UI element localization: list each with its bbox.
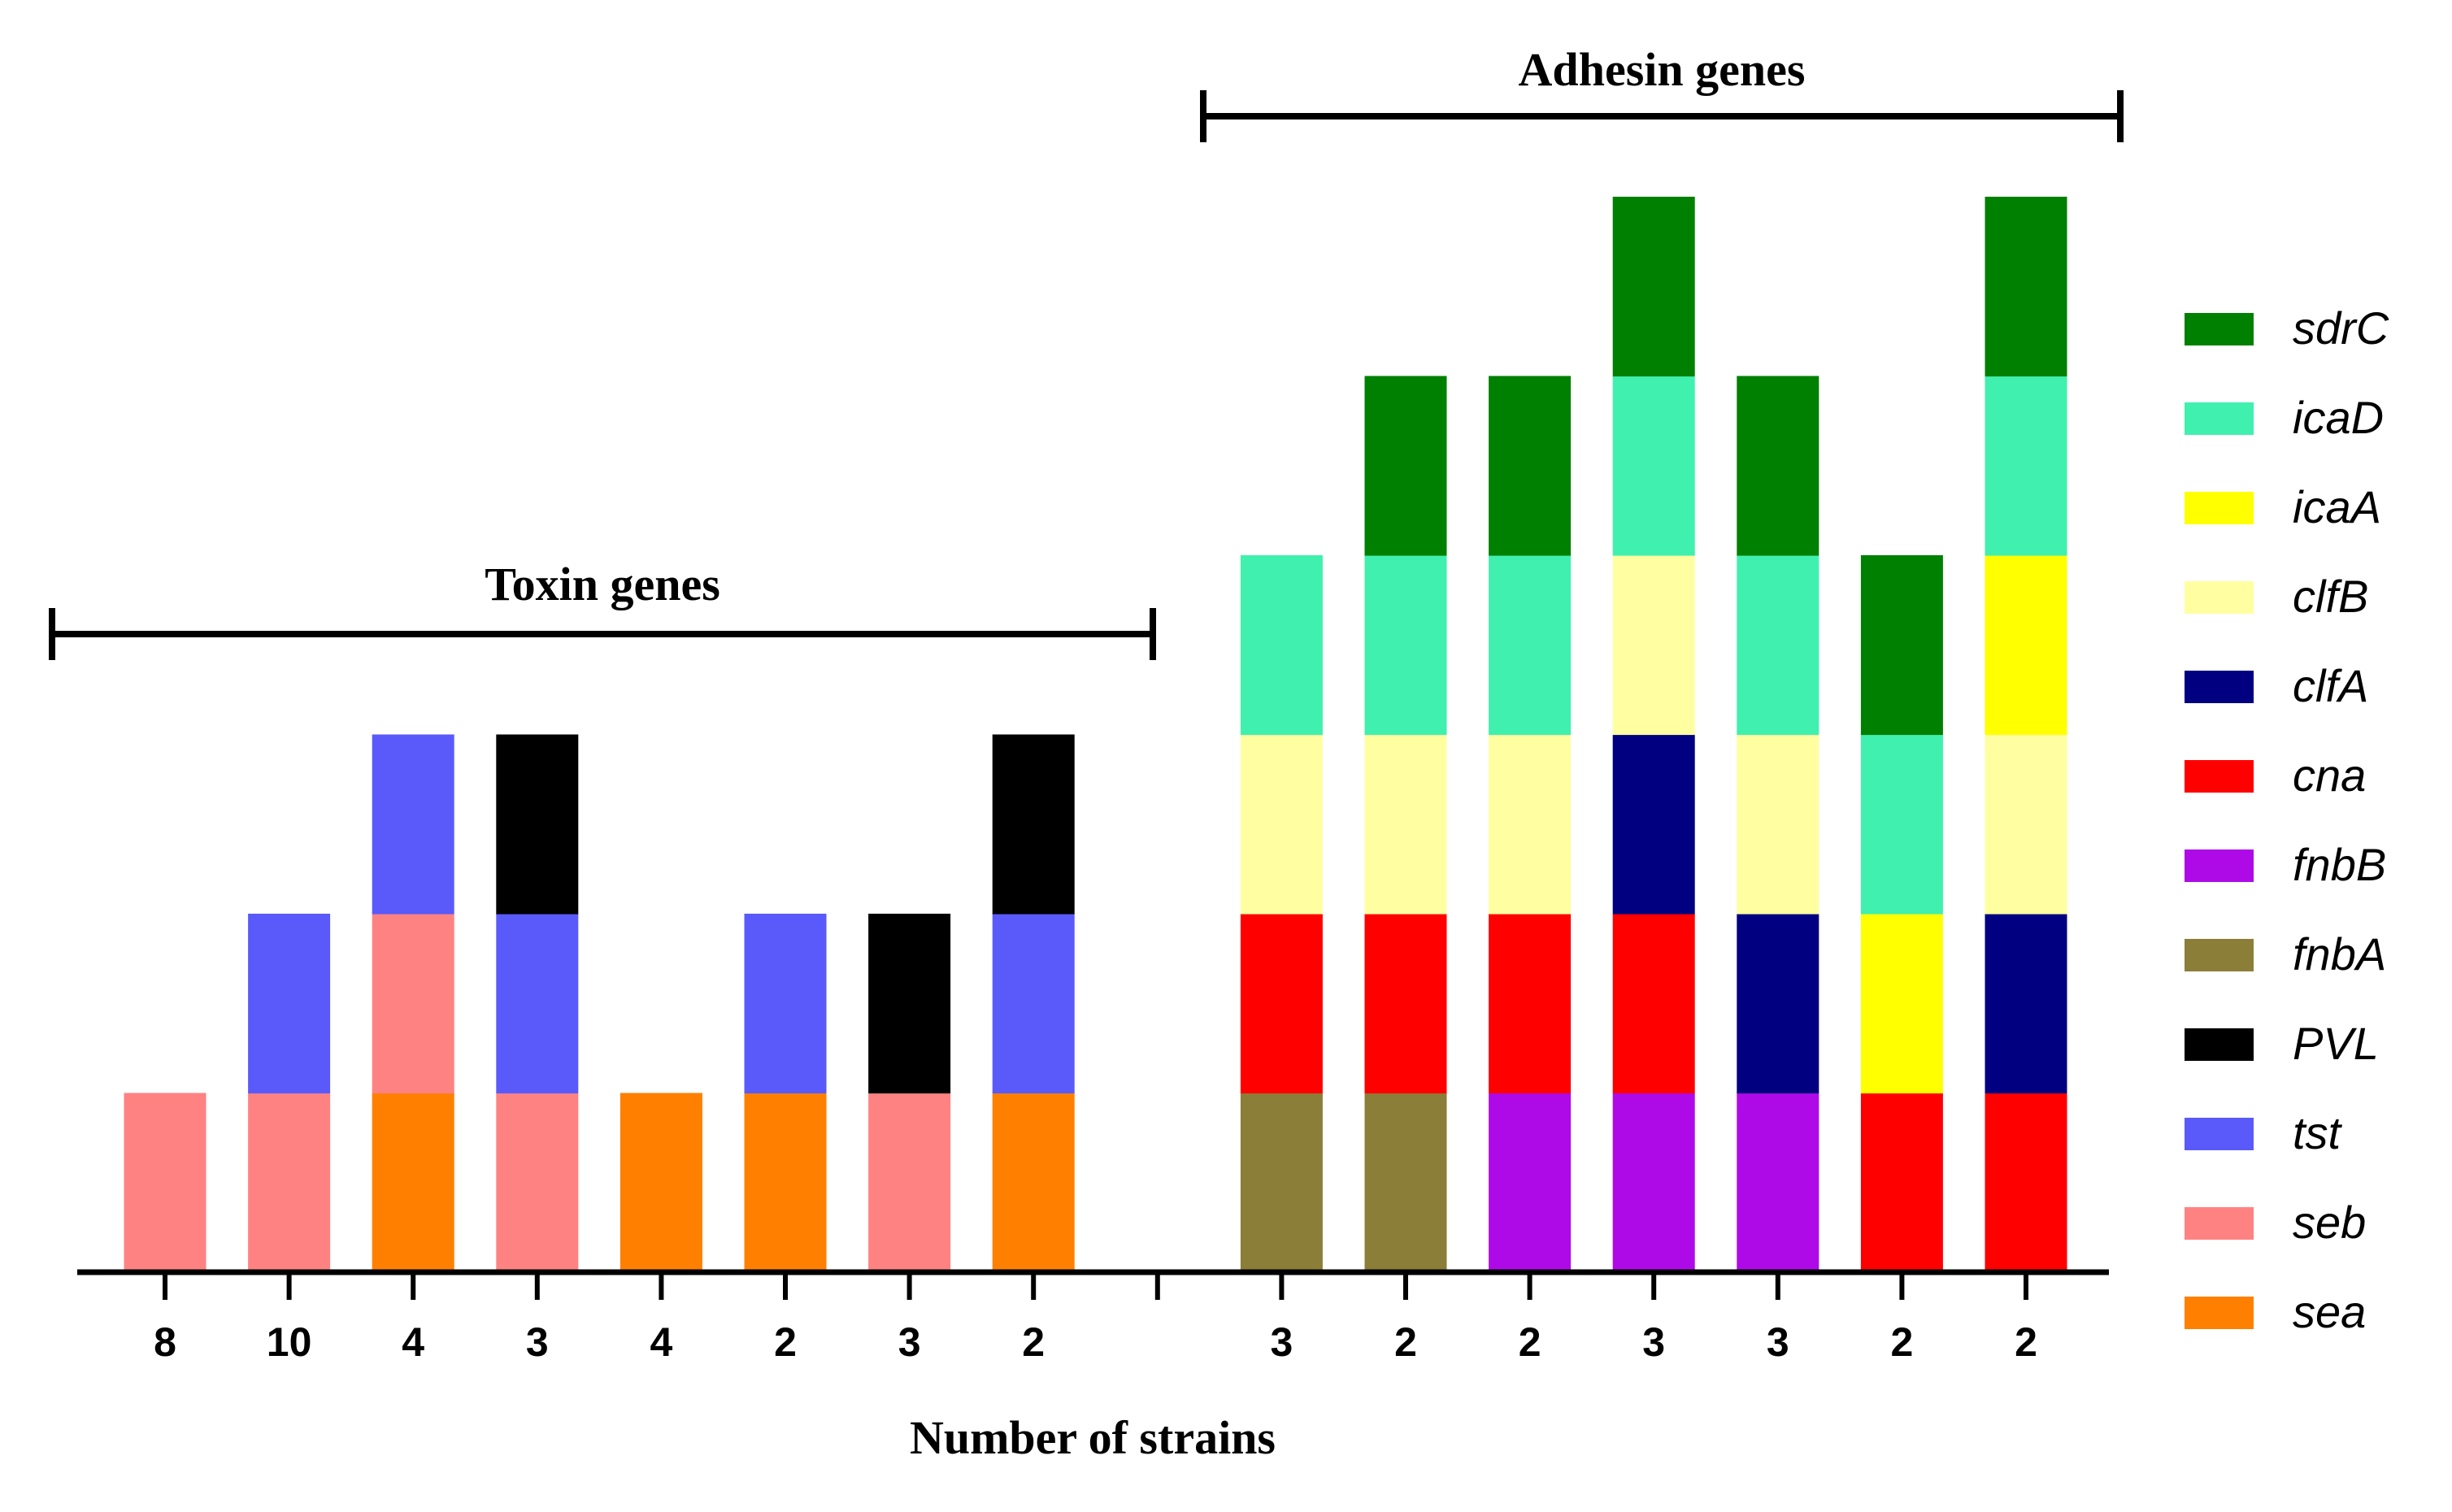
bar-segment-clfB	[1489, 734, 1572, 915]
x-tick-label: 4	[402, 1319, 424, 1365]
legend-swatch-sdrC	[2185, 313, 2254, 345]
legend-swatch-clfA	[2185, 671, 2254, 703]
legend-label-clfA: clfA	[2293, 660, 2368, 711]
group-label: Toxin genes	[485, 558, 720, 610]
bar-segment-sdrC	[1364, 376, 1447, 556]
bar-segment-PVL	[992, 734, 1075, 915]
legend-swatch-sea	[2185, 1297, 2254, 1329]
bar-segment-cna	[1860, 1093, 1943, 1273]
bar-segment-fnbB	[1612, 1093, 1695, 1273]
legend-label-clfB: clfB	[2293, 571, 2368, 622]
legend-swatch-icaA	[2185, 492, 2254, 524]
bar-segment-clfB	[1612, 555, 1695, 736]
legend-label-fnbA: fnbA	[2293, 928, 2386, 980]
bar-segment-tst	[372, 734, 454, 915]
legend-label-icaD: icaD	[2293, 392, 2384, 443]
bar-segment-icaD	[1737, 555, 1819, 736]
legend-swatch-fnbB	[2185, 849, 2254, 882]
bar-segment-clfB	[1364, 734, 1447, 915]
legend-label-cna: cna	[2293, 749, 2366, 801]
bar-segment-sea	[992, 1093, 1075, 1273]
bar-segment-seb	[124, 1093, 207, 1273]
bar-segment-sea	[372, 1093, 454, 1273]
legend-swatch-clfB	[2185, 581, 2254, 614]
bar-segment-clfB	[1240, 734, 1323, 915]
bar-segment-tst	[496, 914, 579, 1094]
x-tick-label: 8	[154, 1319, 176, 1365]
legend: sdrC icaD icaA clfB clfA cna fnbB fnbA PVL tst seb…	[2185, 302, 2389, 1337]
bar-segment-clfB	[1985, 734, 2067, 915]
bar-segment-seb	[496, 1093, 579, 1273]
legend-label-tst: tst	[2293, 1107, 2343, 1158]
x-tick-label: 3	[1767, 1319, 1789, 1365]
legend-label-seb: seb	[2293, 1197, 2366, 1248]
bar-segment-icaA	[1985, 555, 2067, 736]
x-tick-label: 2	[1394, 1319, 1417, 1365]
x-axis: 8 10 4 3 4 2 3 2 3 2 2 3 3 2 2	[77, 1269, 2109, 1365]
bar-segment-clfA	[1737, 914, 1819, 1094]
bar-segment-sea	[744, 1093, 827, 1273]
x-axis-title: Number of strains	[910, 1411, 1276, 1464]
bar-segment-cna	[1985, 1093, 2067, 1273]
bar-segment-tst	[248, 914, 331, 1094]
x-tick-label: 3	[526, 1319, 549, 1365]
x-tick-label: 2	[1519, 1319, 1541, 1365]
x-tick-label: 2	[2015, 1319, 2037, 1365]
bar-segment-icaD	[1612, 376, 1695, 556]
group-brackets: Toxin genes Adhesin genes	[49, 43, 2124, 660]
legend-swatch-tst	[2185, 1118, 2254, 1150]
x-tick-label: 4	[650, 1319, 672, 1365]
x-tick-label: 2	[1022, 1319, 1045, 1365]
bar-segment-sdrC	[1737, 376, 1819, 556]
bar-segment-seb	[248, 1093, 331, 1273]
x-tick-label: 3	[1270, 1319, 1293, 1365]
bar-segment-clfA	[1985, 914, 2067, 1094]
bar-segment-PVL	[868, 914, 951, 1094]
legend-swatch-icaD	[2185, 402, 2254, 435]
bar-segment-sdrC	[1612, 197, 1695, 377]
legend-label-PVL: PVL	[2293, 1018, 2379, 1069]
bar-segment-cna	[1612, 914, 1695, 1094]
bar-segment-sdrC	[1985, 197, 2067, 377]
bar-segment-icaD	[1364, 555, 1447, 736]
x-tick-label: 3	[898, 1319, 921, 1365]
legend-swatch-seb	[2185, 1207, 2254, 1240]
bar-segment-icaD	[1860, 734, 1943, 915]
group-label: Adhesin genes	[1519, 43, 1806, 96]
bar-segment-tst	[744, 914, 827, 1094]
bar-segment-fnbA	[1240, 1093, 1323, 1273]
bar-segment-cna	[1240, 914, 1323, 1094]
bar-segment-clfA	[1612, 734, 1695, 915]
bar-segment-fnbA	[1364, 1093, 1447, 1273]
bar-segment-icaD	[1489, 555, 1572, 736]
legend-swatch-PVL	[2185, 1028, 2254, 1061]
bar-segment-fnbB	[1489, 1093, 1572, 1273]
legend-swatch-fnbA	[2185, 939, 2254, 971]
bar-segment-PVL	[496, 734, 579, 915]
bar-segment-seb	[372, 914, 454, 1094]
bar-segment-icaD	[1240, 555, 1323, 736]
bar-segment-seb	[868, 1093, 951, 1273]
legend-swatch-cna	[2185, 760, 2254, 793]
bar-segment-icaA	[1860, 914, 1943, 1094]
legend-label-sea: sea	[2293, 1286, 2366, 1337]
bar-segment-icaD	[1985, 376, 2067, 556]
bar-segment-tst	[992, 914, 1075, 1094]
bar-segment-cna	[1364, 914, 1447, 1094]
legend-label-fnbB: fnbB	[2293, 839, 2386, 890]
bars-layer	[124, 197, 2067, 1273]
x-tick-label: 2	[774, 1319, 797, 1365]
bar-segment-cna	[1489, 914, 1572, 1094]
legend-label-sdrC: sdrC	[2293, 302, 2389, 354]
x-tick-label: 10	[267, 1319, 312, 1365]
bar-segment-clfB	[1737, 734, 1819, 915]
bar-segment-sdrC	[1489, 376, 1572, 556]
legend-label-icaA: icaA	[2293, 481, 2381, 532]
bar-segment-sdrC	[1860, 555, 1943, 736]
x-tick-label: 3	[1642, 1319, 1665, 1365]
x-tick-label: 2	[1890, 1319, 1913, 1365]
bar-segment-sea	[620, 1093, 702, 1273]
bar-segment-fnbB	[1737, 1093, 1819, 1273]
